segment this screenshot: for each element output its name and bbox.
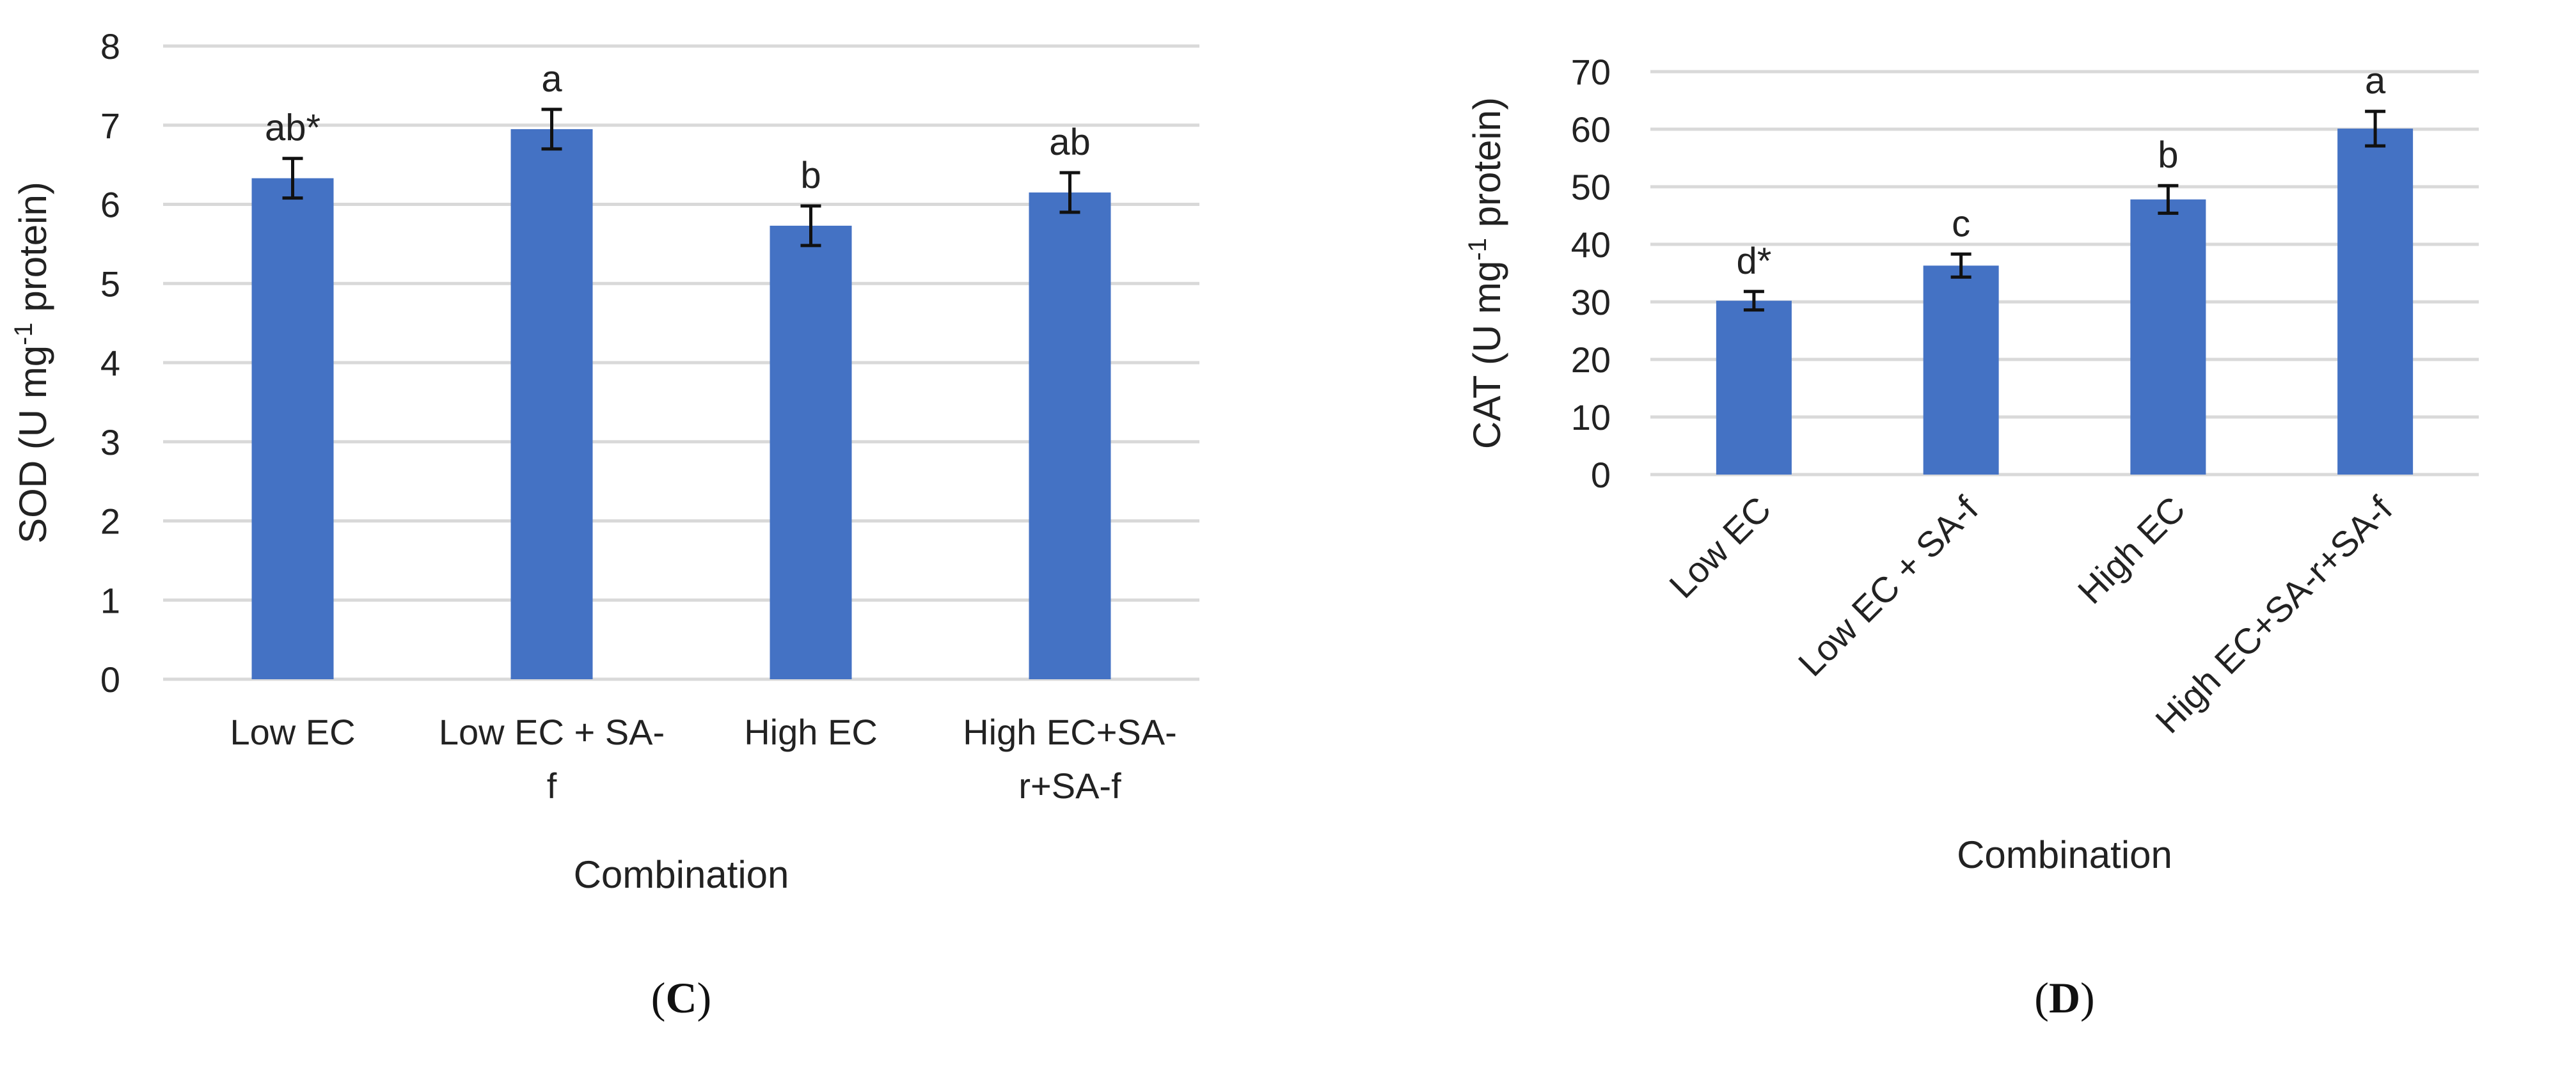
y-tick-label: 50 [1571,167,1611,207]
y-tick-label: 70 [1571,52,1611,92]
y-axis-title-main: SOD (U mg [12,345,54,544]
x-tick-label-line: f [547,766,557,806]
y-tick-label: 0 [100,659,120,700]
y-tick-label: 6 [100,185,120,225]
error-bar [1059,171,1080,214]
y-axis-title: SOD (U mg-1 protein) [10,182,54,544]
y-tick-label: 4 [100,343,120,383]
y-tick-label: 1 [100,580,120,620]
y-tick-label: 20 [1571,340,1611,380]
significance-label: d* [1736,240,1771,282]
significance-label: b [800,155,821,196]
bar [1923,265,1999,475]
error-bar [800,204,821,248]
panel-label-close: ) [697,973,712,1022]
bar [1029,192,1111,679]
error-bar [1743,290,1764,312]
y-axis-title-superscript: -1 [10,322,38,345]
y-tick-label: 40 [1571,224,1611,265]
bar [770,225,852,680]
x-tick-label: Low EC + SA-f [1790,489,1986,684]
y-tick-label: 3 [100,422,120,462]
significance-label: ab [1049,122,1091,163]
x-tick-label: High EC+SA-r+SA-f [2147,489,2400,741]
y-tick-label: 10 [1571,397,1611,437]
y-tick-label: 30 [1571,282,1611,322]
x-tick-label: Low EC + SA-f [439,712,665,806]
panel-label-close: ) [2080,973,2095,1022]
x-axis-title: Combination [574,853,789,896]
panel-label-letter: D [2049,973,2080,1022]
y-tick-label: 0 [1591,455,1611,495]
bar [2130,199,2206,475]
y-tick-label: 60 [1571,109,1611,150]
x-tick-label: Low EC [1661,489,1778,606]
error-bar [282,157,303,200]
panel-label-open: ( [2034,973,2049,1022]
significance-label: c [1952,203,1970,244]
y-axis-title-rest: protein) [1466,97,1508,238]
x-tick-label-line: High EC [744,712,878,752]
panel-label: (C) [651,973,711,1022]
chart-panel-c: 0 1 2 3 4 5 6 7 8 ab* Low EC a Low EC + SA-f b High EC… [10,26,1199,1022]
bar [251,178,334,680]
significance-label: ab* [265,107,320,149]
panel-label-letter: C [665,973,697,1022]
significance-label: b [2158,134,2178,176]
x-tick-label: High EC [2070,489,2193,611]
error-bar [1950,252,1972,279]
x-tick-label-line: High EC+SA- [963,712,1177,752]
y-axis-title-superscript: -1 [1464,238,1492,261]
x-axis-title: Combination [1957,833,2172,876]
x-tick-label-line: Low EC [230,712,355,752]
y-axis-title-rest: protein) [12,182,54,322]
y-axis-title-main: CAT (U mg [1466,261,1508,449]
y-tick-label: 5 [100,264,120,304]
x-tick-label: Low EC [230,712,355,752]
error-bar [2365,109,2386,148]
bar [2337,129,2414,475]
significance-label: a [2365,60,2386,102]
x-tick-label: High EC [744,712,878,752]
bar [510,129,593,679]
chart-panel-d: 0 10 20 30 40 50 60 70 d* Low EC c Low EC + SA-f b Hi… [1464,52,2479,1022]
x-tick-label-line: r+SA-f [1018,766,1121,806]
error-bar [541,107,562,151]
y-axis-title: CAT (U mg-1 protein) [1464,97,1508,449]
panel-label-open: ( [651,973,666,1022]
x-tick-label-line: Low EC + SA- [439,712,665,752]
error-bar [2158,184,2179,215]
y-tick-label: 7 [100,106,120,146]
bar [1716,301,1792,475]
y-tick-label: 8 [100,26,120,67]
panel-label: (D) [2034,973,2094,1022]
y-tick-label: 2 [100,501,120,542]
significance-label: a [541,58,562,100]
x-tick-label: High EC+SA-r+SA-f [963,712,1177,806]
